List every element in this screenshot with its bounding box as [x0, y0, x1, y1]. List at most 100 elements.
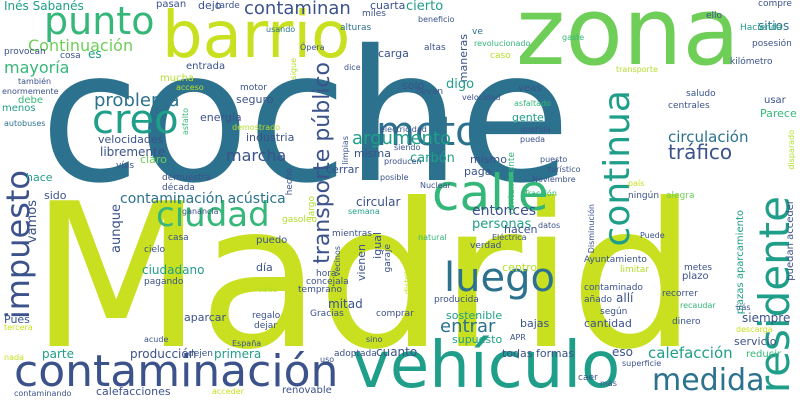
word-plazo: plazo	[682, 271, 709, 282]
word-transporte: transporte	[616, 65, 658, 74]
word-puedan-acceder: puedan acceder	[785, 200, 796, 281]
word-anado: añado	[584, 295, 612, 305]
word-ayuntamiento: Ayuntamiento	[584, 255, 647, 265]
word-problema: problema	[94, 90, 180, 111]
word-dejar: dejar	[254, 321, 277, 331]
word-hecho: hecho	[285, 168, 295, 196]
word-dice: dice	[344, 63, 361, 72]
word-saludo: saludo	[686, 89, 716, 99]
word-dia: día	[256, 261, 273, 274]
word-gaste: gaste	[562, 33, 585, 42]
word-velocidades: velocidades	[98, 133, 164, 146]
word-segun: según	[600, 307, 628, 317]
word-vehiculo: vehículo	[352, 329, 621, 400]
word-cierto: cierto	[406, 0, 444, 14]
word-electrica: Eléctrica	[492, 233, 527, 242]
word-natural: natural	[418, 233, 447, 242]
word-asfaltado: asfaltado	[514, 99, 552, 108]
word-ello: ello	[706, 11, 723, 21]
word-mayoria: mayoría	[4, 58, 70, 77]
word-dejo: dejo	[198, 0, 222, 12]
word-mas: más	[600, 379, 617, 388]
word-acude: acude	[144, 335, 169, 344]
word-disminucion: Disminución	[587, 204, 596, 254]
word-puedo: puedo	[256, 235, 288, 246]
word-contaminante: contaminante	[507, 152, 517, 215]
word-uso: uso	[320, 355, 335, 364]
word-alegra: alegra	[666, 191, 695, 201]
word-contaminado: contaminado	[584, 283, 643, 293]
word-calefacciones: calefacciones	[96, 385, 171, 398]
word-energia: energía	[200, 111, 242, 124]
word-verdad: verdad	[470, 241, 502, 251]
word-cielo: cielo	[144, 245, 165, 255]
word-disparado: disparado	[787, 130, 796, 170]
word-misma: misma	[354, 147, 391, 160]
word-recaudar: recaudar	[680, 301, 716, 310]
word-acceder: acceder	[212, 387, 244, 396]
word-nada: nada	[4, 353, 24, 362]
word-altas: altas	[424, 43, 446, 53]
word-demostrado: demostrado	[232, 123, 281, 132]
word-mientras: mientras	[332, 229, 372, 239]
word-sitios: sitios	[758, 19, 790, 33]
word-concejala: concejala	[306, 277, 349, 287]
word-producida: producida	[434, 295, 479, 305]
word-centrales: centrales	[668, 101, 710, 111]
word-barrio: barrio	[162, 0, 351, 73]
word-noviembre: Noviembre	[532, 175, 576, 184]
word-paga: paga	[464, 165, 492, 178]
word-eso: eso	[612, 345, 633, 359]
word-marcha: marcha	[226, 146, 287, 165]
word-caso: caso	[490, 51, 511, 61]
word-reducir: reducir	[746, 349, 782, 360]
word-mucha: mucha	[160, 73, 195, 84]
word-circular: circular	[356, 195, 401, 209]
word-ganancia: ganancia	[182, 207, 219, 216]
word-garaje: garaje	[383, 244, 393, 273]
word-motor: motor	[240, 83, 268, 93]
word-tercera: tercera	[4, 323, 33, 332]
word-velocidad: velocidad	[462, 93, 501, 102]
word-hora: hora	[316, 269, 337, 279]
word-ve: ve	[472, 27, 483, 37]
word-cuanto: cuanto	[376, 345, 418, 359]
word-provocan: provocan	[4, 47, 46, 57]
word-solo: solo	[402, 79, 425, 92]
word-entonces: entonces	[472, 203, 537, 219]
word-contaminan: contaminan	[244, 0, 351, 19]
word-hacienda: Hacienda	[740, 23, 783, 33]
word-caer: caer	[578, 373, 598, 383]
word-ires: irás	[736, 303, 751, 312]
word-pais: país	[628, 179, 645, 188]
word-nuclear: Nuclear	[420, 181, 451, 190]
word-electricidad: electricidad	[380, 125, 427, 134]
word-demuestra: demuestra	[162, 173, 211, 183]
word-zona: zona	[516, 0, 741, 87]
word-gente: gente	[512, 111, 544, 124]
word-usando: usando	[266, 25, 296, 34]
word-renovable: renovable	[282, 385, 332, 396]
word-menos: menos	[2, 103, 36, 114]
word-impuesto: impuesto	[0, 170, 37, 320]
word-alli: allí	[616, 291, 634, 305]
word-centro: centro	[502, 261, 538, 274]
word-puede: Puede	[640, 231, 665, 240]
word-maneras: maneras	[457, 34, 470, 83]
word-aparcar: aparcar	[184, 311, 227, 324]
word-siempre: siempre	[742, 311, 791, 325]
word-alturas: alturas	[340, 23, 372, 33]
word-tambien: también	[18, 77, 52, 86]
word-seguro: seguro	[236, 93, 274, 106]
word-gracias: Gracias	[310, 309, 344, 319]
word-es: es	[88, 47, 102, 61]
word-distrito: distrito	[403, 266, 412, 295]
word-servicio: servicio	[734, 335, 777, 348]
word-personas: personas	[472, 217, 532, 232]
word-primera: primera	[214, 347, 262, 361]
word-moto: moto	[376, 109, 480, 155]
word-posesion: posesión	[752, 39, 792, 49]
word-madrid: Madrid	[30, 161, 697, 394]
word-turistico: turístico	[548, 165, 581, 174]
